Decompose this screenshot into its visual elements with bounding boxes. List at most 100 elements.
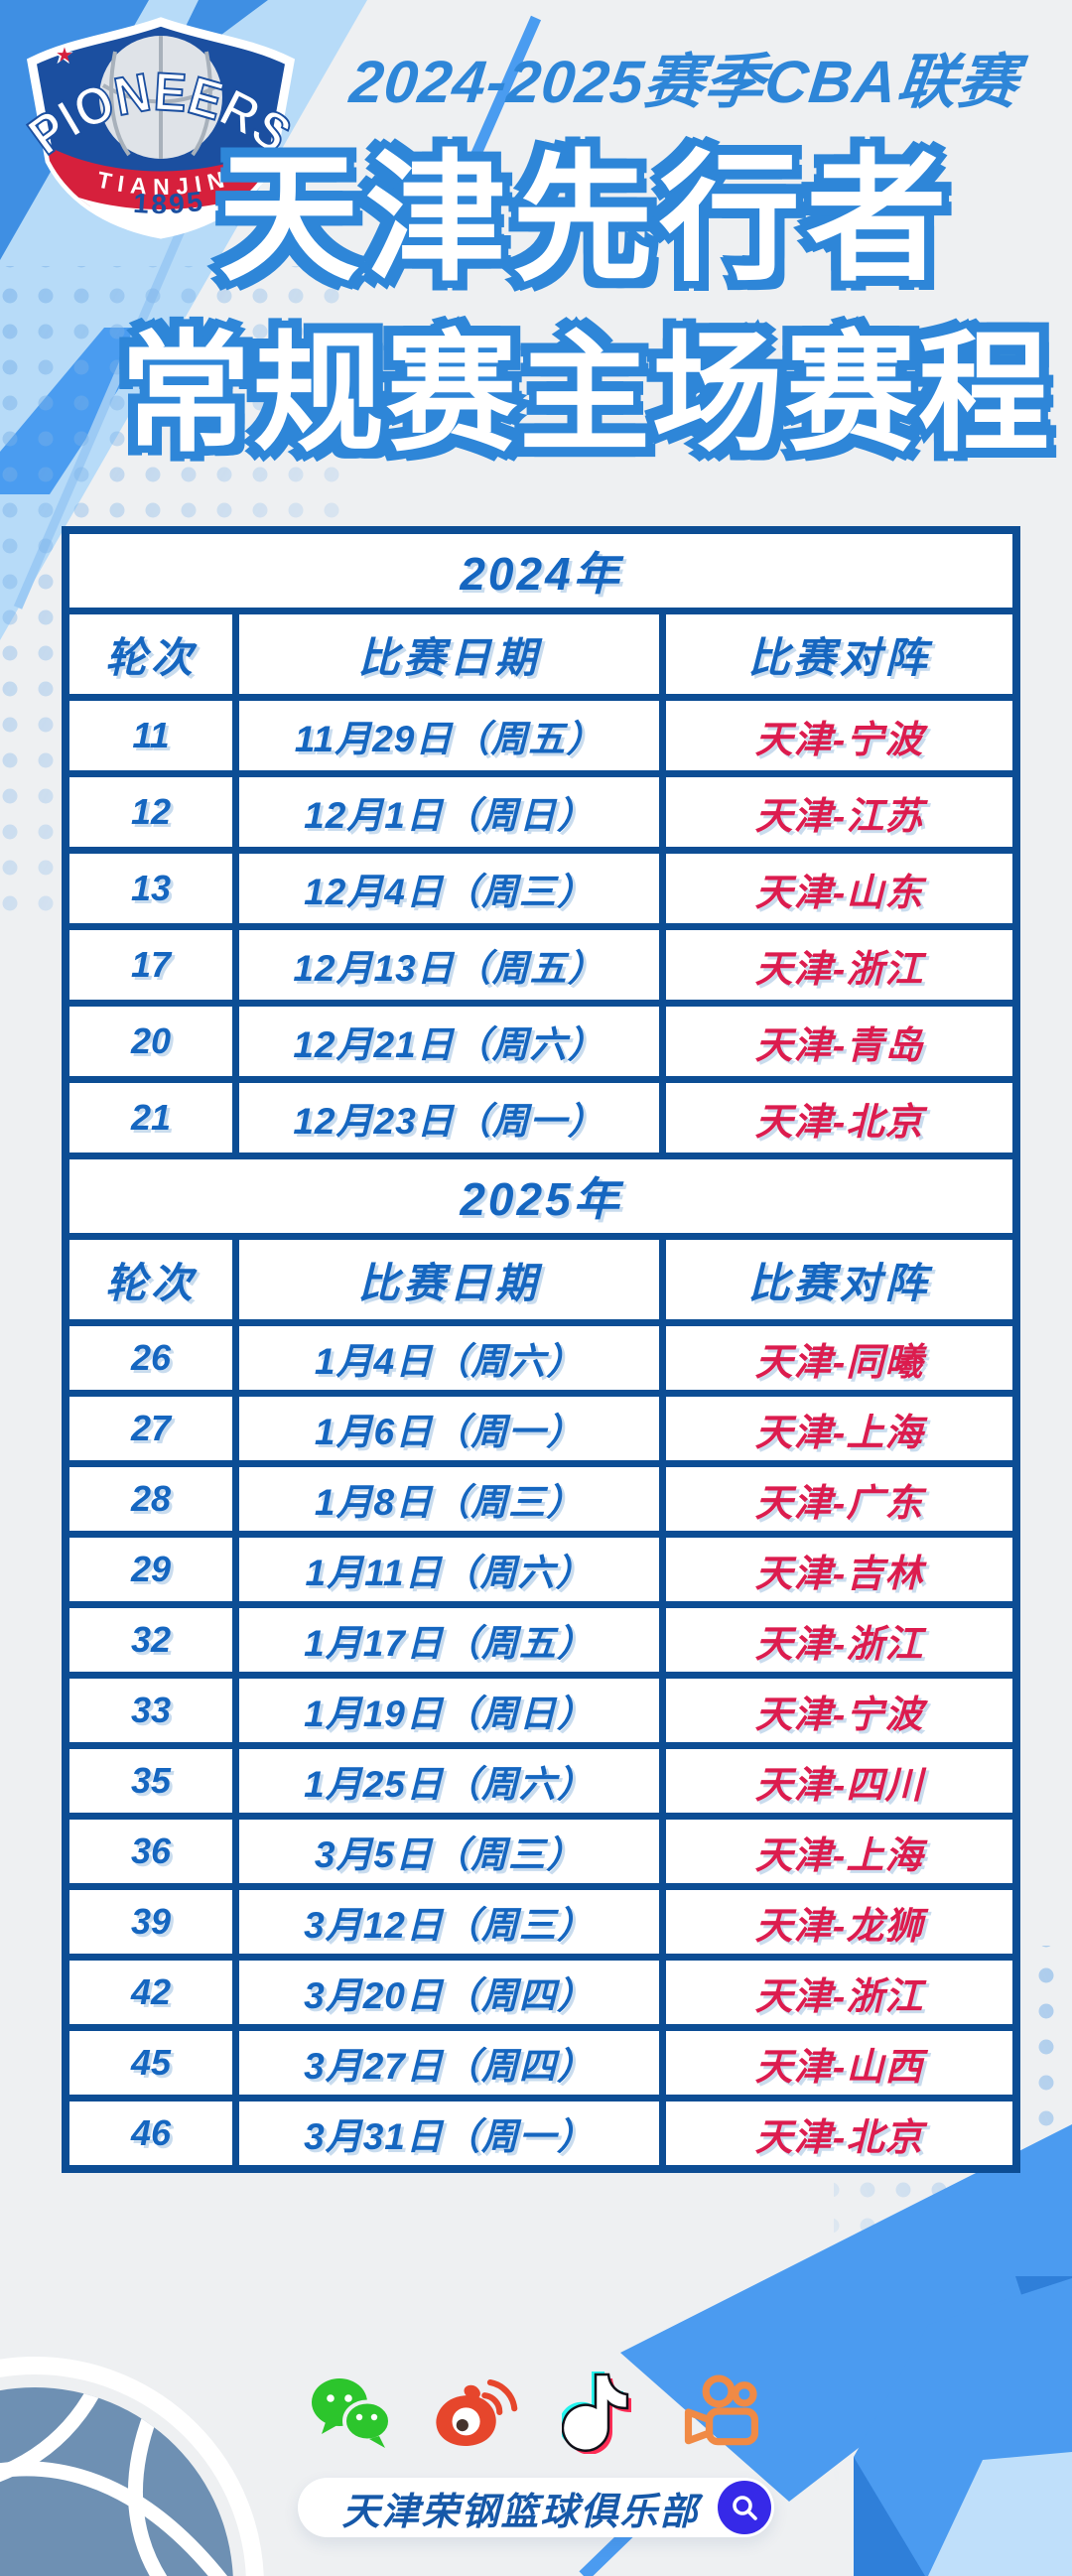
table-row: 26 1月4日（周六） 天津-同曦 bbox=[69, 1326, 1012, 1390]
matchup-cell: 天津-上海 bbox=[666, 1820, 1012, 1883]
logo-year: 1895 bbox=[132, 186, 203, 219]
matchup-cell: 天津-江苏 bbox=[666, 777, 1012, 847]
matchup-cell: 天津-浙江 bbox=[666, 1608, 1012, 1672]
round-cell: 12 bbox=[69, 777, 232, 847]
matchup-cell: 天津-宁波 bbox=[666, 1679, 1012, 1742]
date-cell: 12月4日（周三） bbox=[239, 854, 659, 923]
matchup-cell: 天津-广东 bbox=[666, 1467, 1012, 1531]
header-row: 轮次 比赛日期 比赛对阵 bbox=[69, 614, 1012, 694]
round-cell: 28 bbox=[69, 1467, 232, 1531]
column-header: 比赛日期 bbox=[239, 614, 659, 694]
date-cell: 12月23日（周一） bbox=[239, 1083, 659, 1152]
schedule-section: 2024年 轮次 比赛日期 比赛对阵 11 11月29日（周五） 天津-宁波 12 12月1日（… bbox=[69, 534, 1012, 1152]
round-cell: 27 bbox=[69, 1397, 232, 1460]
date-cell: 3月27日（周四） bbox=[239, 2031, 659, 2095]
year-row: 2025年 bbox=[69, 1159, 1012, 1233]
date-cell: 1月11日（周六） bbox=[239, 1538, 659, 1601]
table-row: 39 3月12日（周三） 天津-龙狮 bbox=[69, 1890, 1012, 1954]
kuaishou-icon[interactable] bbox=[677, 2369, 764, 2456]
table-row: 13 12月4日（周三） 天津-山东 bbox=[69, 854, 1012, 923]
matchup-cell: 天津-吉林 bbox=[666, 1538, 1012, 1601]
date-cell: 1月8日（周三） bbox=[239, 1467, 659, 1531]
matchup-cell: 天津-上海 bbox=[666, 1397, 1012, 1460]
year-label: 2024年 bbox=[69, 534, 1012, 608]
table-row: 45 3月27日（周四） 天津-山西 bbox=[69, 2031, 1012, 2095]
table-row: 17 12月13日（周五） 天津-浙江 bbox=[69, 930, 1012, 1000]
page-title-team: 天津先行者 bbox=[211, 133, 955, 306]
round-cell: 26 bbox=[69, 1326, 232, 1390]
matchup-cell: 天津-四川 bbox=[666, 1749, 1012, 1813]
date-cell: 1月19日（周日） bbox=[239, 1679, 659, 1742]
matchup-cell: 天津-北京 bbox=[666, 1083, 1012, 1152]
wechat-icon[interactable] bbox=[308, 2369, 395, 2456]
date-cell: 3月20日（周四） bbox=[239, 1961, 659, 2024]
matchup-cell: 天津-浙江 bbox=[666, 930, 1012, 1000]
column-header: 比赛日期 bbox=[239, 1240, 659, 1319]
table-row: 28 1月8日（周三） 天津-广东 bbox=[69, 1467, 1012, 1531]
table-row: 46 3月31日（周一） 天津-北京 bbox=[69, 2101, 1012, 2165]
search-pill[interactable]: 天津荣钢篮球俱乐部 bbox=[298, 2478, 774, 2537]
magnifier-icon bbox=[733, 2496, 757, 2520]
schedule-section: 2025年 轮次 比赛日期 比赛对阵 26 1月4日（周六） 天津-同曦 27 1月6日（周一）… bbox=[69, 1159, 1012, 2165]
round-cell: 45 bbox=[69, 2031, 232, 2095]
date-cell: 1月6日（周一） bbox=[239, 1397, 659, 1460]
schedule-table: 2024年 轮次 比赛日期 比赛对阵 11 11月29日（周五） 天津-宁波 12 12月1日（… bbox=[62, 526, 1020, 2173]
round-cell: 17 bbox=[69, 930, 232, 1000]
bg-bottomright-stripes bbox=[579, 2124, 1072, 2576]
year-label: 2025年 bbox=[69, 1159, 1012, 1233]
weibo-icon[interactable] bbox=[431, 2369, 518, 2456]
table-row: 20 12月21日（周六） 天津-青岛 bbox=[69, 1007, 1012, 1076]
page-title-schedule: 常规赛主场赛程 bbox=[113, 314, 1057, 475]
table-row: 36 3月5日（周三） 天津-上海 bbox=[69, 1820, 1012, 1883]
search-button[interactable] bbox=[718, 2481, 771, 2534]
date-cell: 11月29日（周五） bbox=[239, 701, 659, 770]
header-row: 轮次 比赛日期 比赛对阵 bbox=[69, 1240, 1012, 1319]
date-cell: 3月31日（周一） bbox=[239, 2101, 659, 2165]
round-cell: 36 bbox=[69, 1820, 232, 1883]
round-cell: 13 bbox=[69, 854, 232, 923]
round-cell: 35 bbox=[69, 1749, 232, 1813]
matchup-cell: 天津-山西 bbox=[666, 2031, 1012, 2095]
date-cell: 1月17日（周五） bbox=[239, 1608, 659, 1672]
matchup-cell: 天津-同曦 bbox=[666, 1326, 1012, 1390]
matchup-cell: 天津-宁波 bbox=[666, 701, 1012, 770]
year-row: 2024年 bbox=[69, 534, 1012, 608]
date-cell: 3月12日（周三） bbox=[239, 1890, 659, 1954]
social-icons-row bbox=[0, 2369, 1072, 2456]
douyin-icon[interactable] bbox=[554, 2369, 641, 2456]
round-cell: 33 bbox=[69, 1679, 232, 1742]
round-cell: 11 bbox=[69, 701, 232, 770]
column-header: 比赛对阵 bbox=[666, 614, 1012, 694]
matchup-cell: 天津-北京 bbox=[666, 2101, 1012, 2165]
date-cell: 3月5日（周三） bbox=[239, 1820, 659, 1883]
table-row: 12 12月1日（周日） 天津-江苏 bbox=[69, 777, 1012, 847]
table-row: 11 11月29日（周五） 天津-宁波 bbox=[69, 701, 1012, 770]
round-cell: 21 bbox=[69, 1083, 232, 1152]
date-cell: 12月1日（周日） bbox=[239, 777, 659, 847]
svg-text:1895: 1895 bbox=[132, 186, 206, 219]
table-row: 42 3月20日（周四） 天津-浙江 bbox=[69, 1961, 1012, 2024]
table-row: 35 1月25日（周六） 天津-四川 bbox=[69, 1749, 1012, 1813]
table-row: 29 1月11日（周六） 天津-吉林 bbox=[69, 1538, 1012, 1601]
table-row: 21 12月23日（周一） 天津-北京 bbox=[69, 1083, 1012, 1152]
logo-star-icon: ★ bbox=[56, 45, 73, 67]
round-cell: 46 bbox=[69, 2101, 232, 2165]
round-cell: 39 bbox=[69, 1890, 232, 1954]
date-cell: 1月4日（周六） bbox=[239, 1326, 659, 1390]
date-cell: 12月13日（周五） bbox=[239, 930, 659, 1000]
column-header: 轮次 bbox=[69, 1240, 232, 1319]
matchup-cell: 天津-青岛 bbox=[666, 1007, 1012, 1076]
logo-star-icon: ★ bbox=[52, 40, 74, 69]
round-cell: 29 bbox=[69, 1538, 232, 1601]
matchup-cell: 天津-浙江 bbox=[666, 1961, 1012, 2024]
basketball-graphic bbox=[0, 2357, 264, 2576]
table-row: 32 1月17日（周五） 天津-浙江 bbox=[69, 1608, 1012, 1672]
column-header: 比赛对阵 bbox=[666, 1240, 1012, 1319]
matchup-cell: 天津-山东 bbox=[666, 854, 1012, 923]
matchup-cell: 天津-龙狮 bbox=[666, 1890, 1012, 1954]
date-cell: 12月21日（周六） bbox=[239, 1007, 659, 1076]
club-name-label: 天津荣钢篮球俱乐部 bbox=[341, 2491, 700, 2533]
round-cell: 20 bbox=[69, 1007, 232, 1076]
